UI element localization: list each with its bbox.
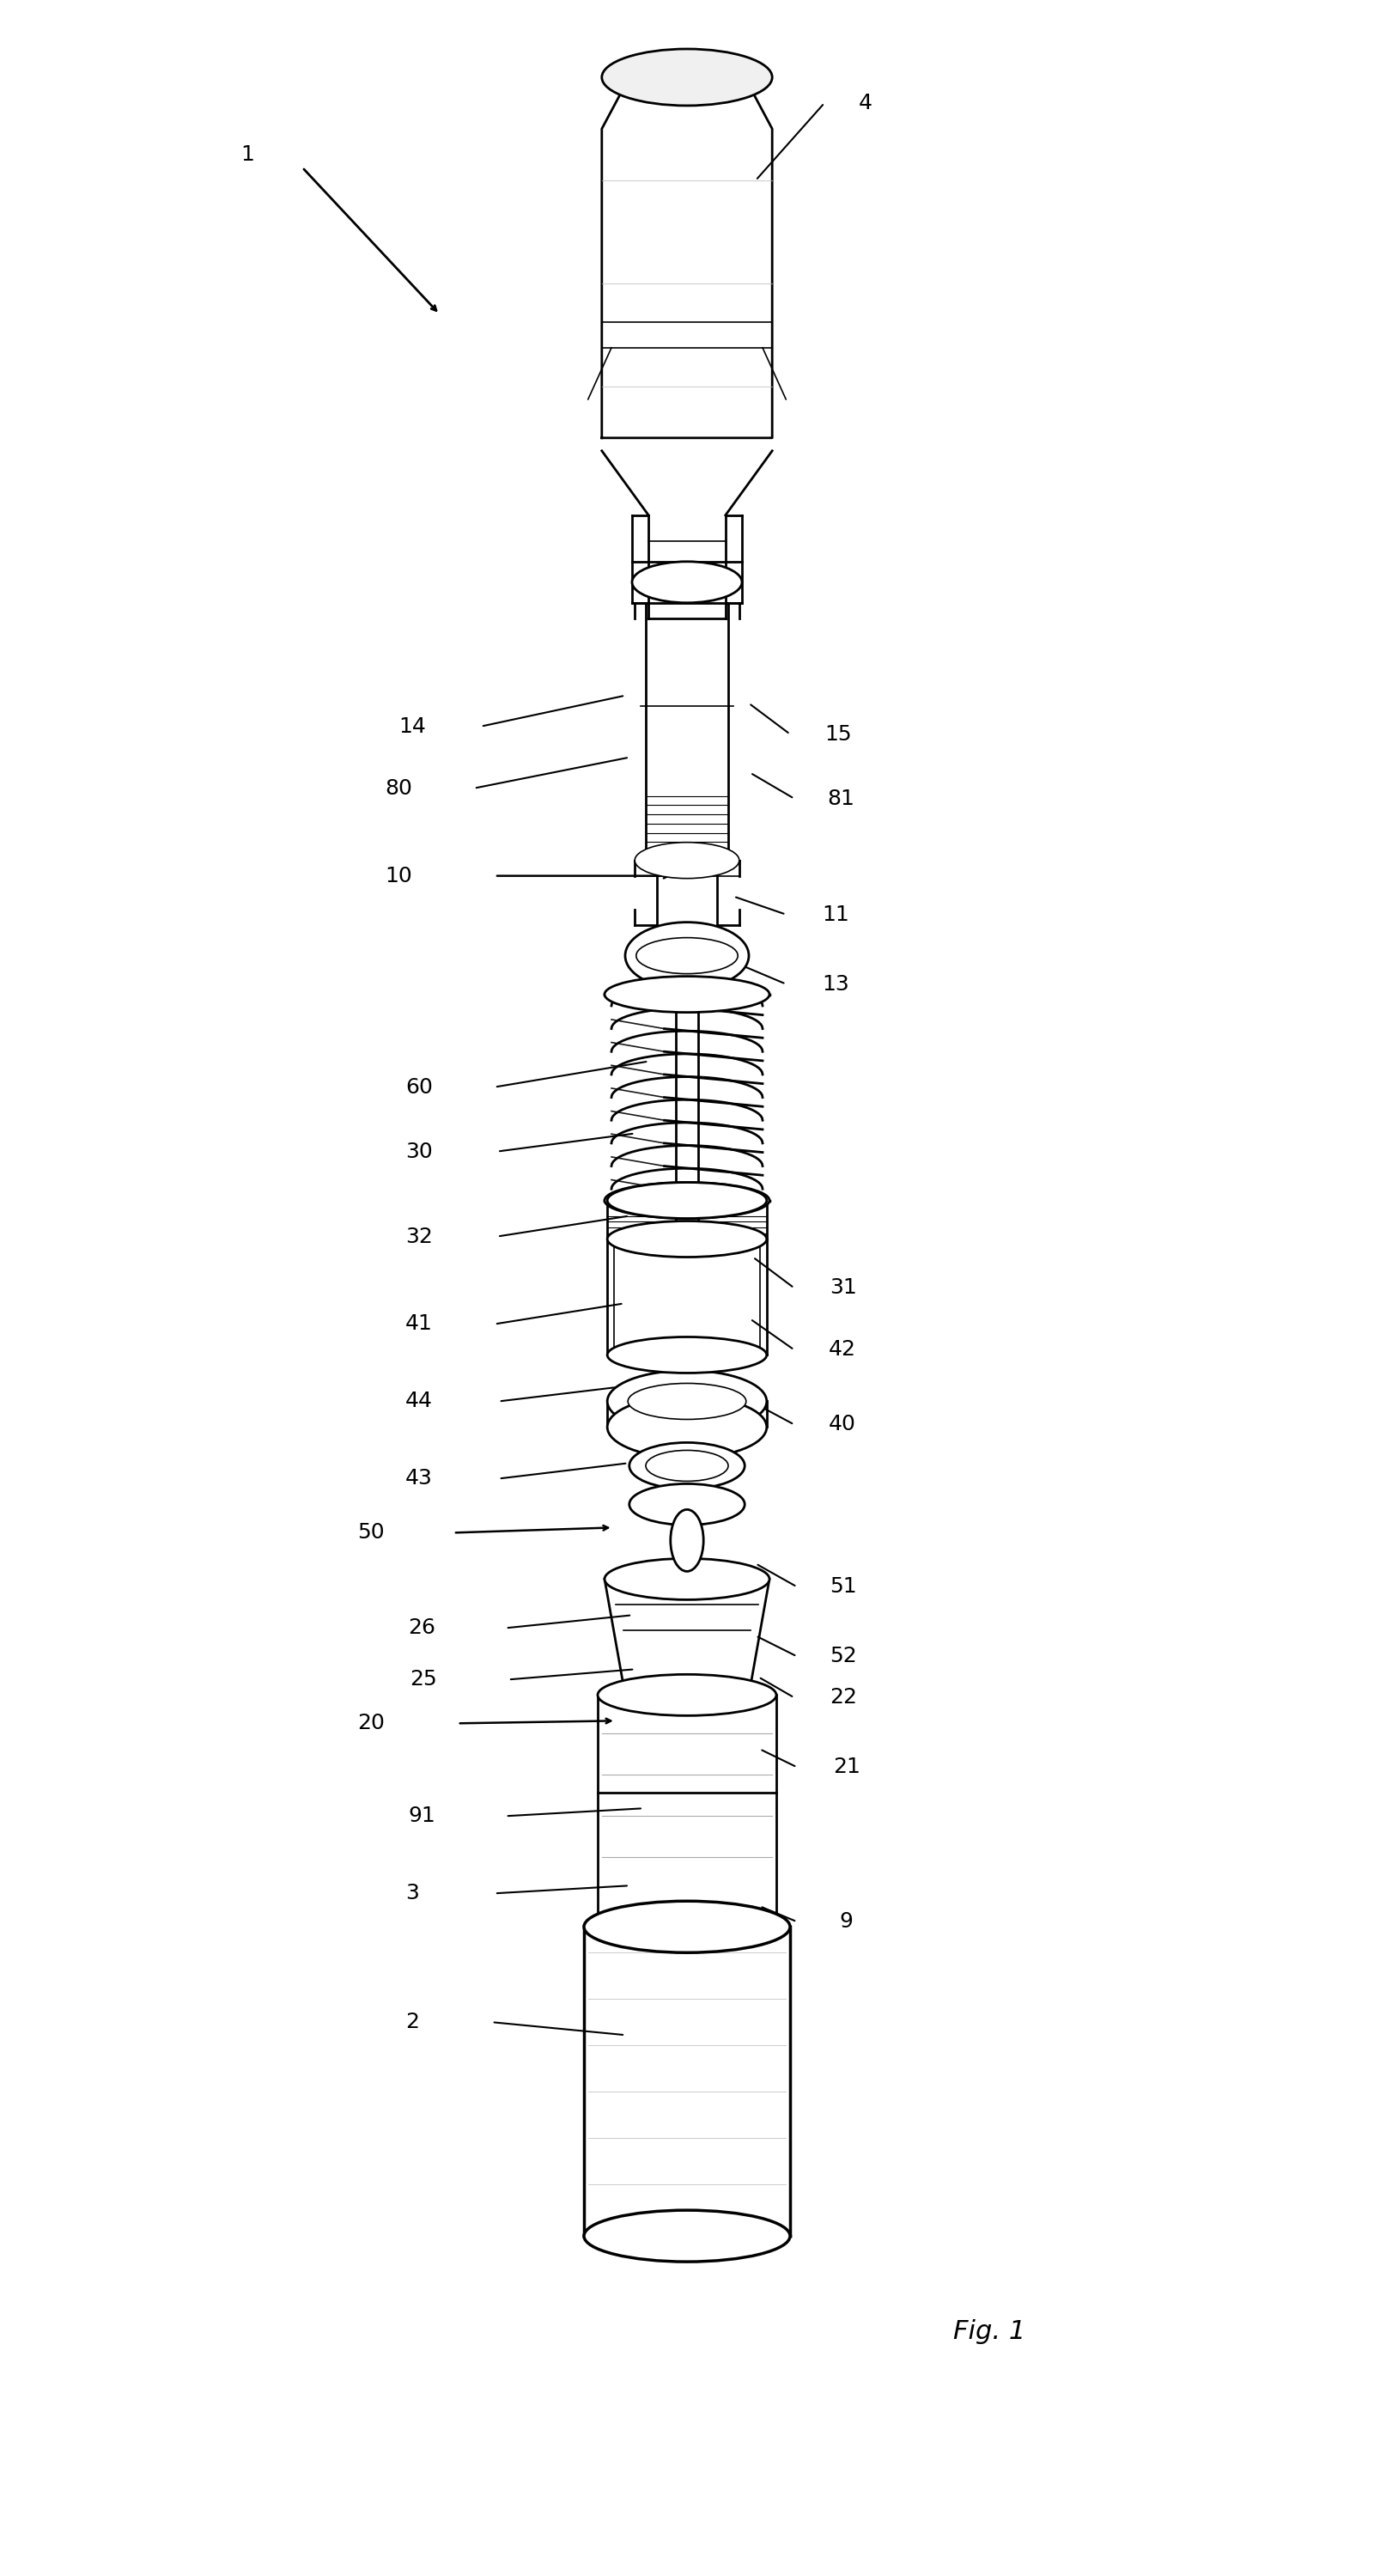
Text: 13: 13	[822, 974, 849, 994]
Ellipse shape	[607, 1370, 767, 1432]
Text: 1: 1	[240, 144, 254, 165]
Text: 31: 31	[830, 1278, 857, 1298]
Ellipse shape	[607, 1221, 767, 1257]
Text: 3: 3	[405, 1883, 419, 1904]
Ellipse shape	[607, 1182, 767, 1218]
Text: 60: 60	[405, 1077, 433, 1097]
Ellipse shape	[635, 842, 739, 878]
Ellipse shape	[625, 1677, 749, 1713]
Ellipse shape	[605, 1182, 769, 1218]
Text: 81: 81	[827, 788, 855, 809]
Text: 52: 52	[830, 1646, 857, 1667]
Text: 43: 43	[405, 1468, 433, 1489]
Text: 41: 41	[405, 1314, 433, 1334]
Ellipse shape	[646, 1450, 728, 1481]
Ellipse shape	[605, 976, 769, 1012]
Ellipse shape	[584, 2210, 790, 2262]
Text: Fig. 1: Fig. 1	[954, 2318, 1025, 2344]
Text: 10: 10	[385, 866, 412, 886]
Text: 21: 21	[833, 1757, 860, 1777]
Text: 42: 42	[829, 1340, 856, 1360]
Ellipse shape	[598, 1906, 776, 1947]
Text: 30: 30	[405, 1141, 433, 1162]
Text: 32: 32	[405, 1226, 433, 1247]
Text: 51: 51	[830, 1577, 857, 1597]
Text: 22: 22	[830, 1687, 857, 1708]
Text: 9: 9	[840, 1911, 853, 1932]
Ellipse shape	[605, 1558, 769, 1600]
Circle shape	[671, 1510, 703, 1571]
Ellipse shape	[629, 1443, 745, 1489]
Ellipse shape	[598, 1674, 776, 1716]
Text: 20: 20	[357, 1713, 385, 1734]
Ellipse shape	[584, 1901, 790, 1953]
Text: 80: 80	[385, 778, 412, 799]
Ellipse shape	[625, 922, 749, 989]
Text: 91: 91	[408, 1806, 436, 1826]
Ellipse shape	[607, 1337, 767, 1373]
Text: 14: 14	[398, 716, 426, 737]
Text: 50: 50	[357, 1522, 385, 1543]
Text: 44: 44	[405, 1391, 433, 1412]
Text: 4: 4	[859, 93, 872, 113]
Text: 40: 40	[829, 1414, 856, 1435]
Ellipse shape	[636, 938, 738, 974]
Text: 15: 15	[824, 724, 852, 744]
Text: 25: 25	[409, 1669, 437, 1690]
Ellipse shape	[602, 49, 772, 106]
Ellipse shape	[632, 562, 742, 603]
Text: 26: 26	[408, 1618, 436, 1638]
Ellipse shape	[628, 1383, 746, 1419]
Text: 11: 11	[822, 904, 849, 925]
Text: 2: 2	[405, 2012, 419, 2032]
Ellipse shape	[629, 1484, 745, 1525]
Ellipse shape	[607, 1396, 767, 1458]
